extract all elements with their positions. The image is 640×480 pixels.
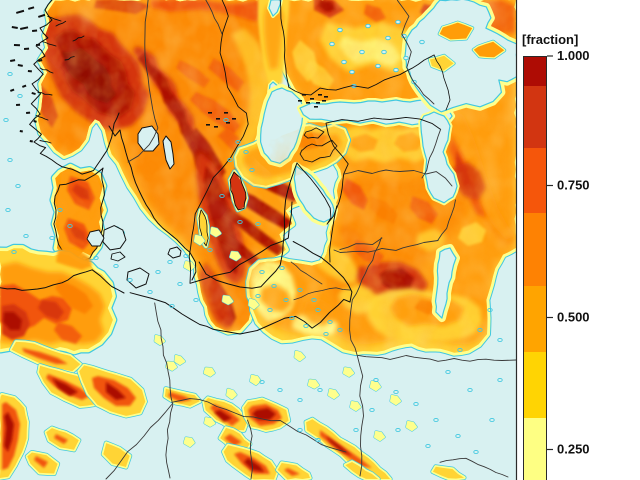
svg-text:[fraction]: [fraction]: [522, 32, 578, 47]
svg-text:0.750: 0.750: [557, 178, 590, 193]
svg-text:1.000: 1.000: [557, 48, 590, 63]
svg-text:0.500: 0.500: [557, 310, 590, 325]
svg-text:0.250: 0.250: [557, 442, 590, 457]
